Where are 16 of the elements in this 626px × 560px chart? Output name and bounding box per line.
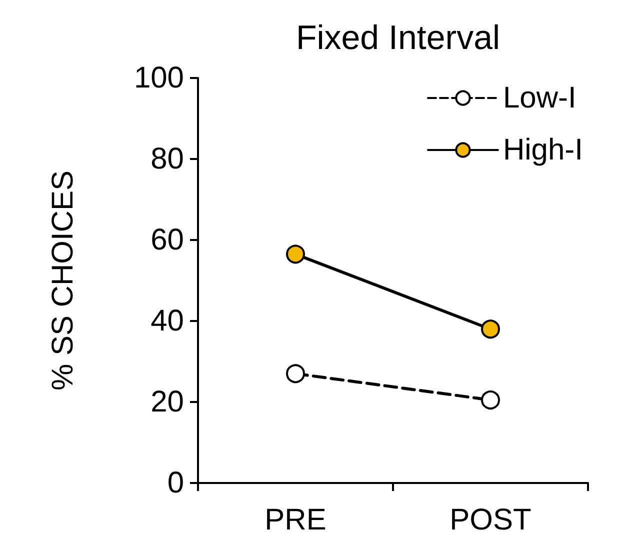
y-tick-label: 100 — [134, 62, 184, 94]
y-axis-title: % SS CHOICES — [46, 170, 80, 391]
point — [481, 390, 500, 410]
legend-label: Low-I — [502, 82, 576, 114]
chart-title: Fixed Interval — [296, 19, 500, 57]
legend-label: High-I — [502, 134, 584, 166]
x-tick-label: POST — [450, 504, 532, 536]
y-tick-label: 40 — [150, 304, 184, 338]
x-tick-label: PRE — [264, 504, 326, 536]
y-tick-label: 20 — [150, 386, 184, 418]
y-tick-label: 80 — [150, 142, 184, 176]
point — [481, 320, 500, 339]
y-tick-label: 60 — [150, 224, 184, 256]
point — [286, 364, 305, 384]
y-tick-label: 0 — [167, 466, 184, 500]
point — [286, 244, 305, 264]
